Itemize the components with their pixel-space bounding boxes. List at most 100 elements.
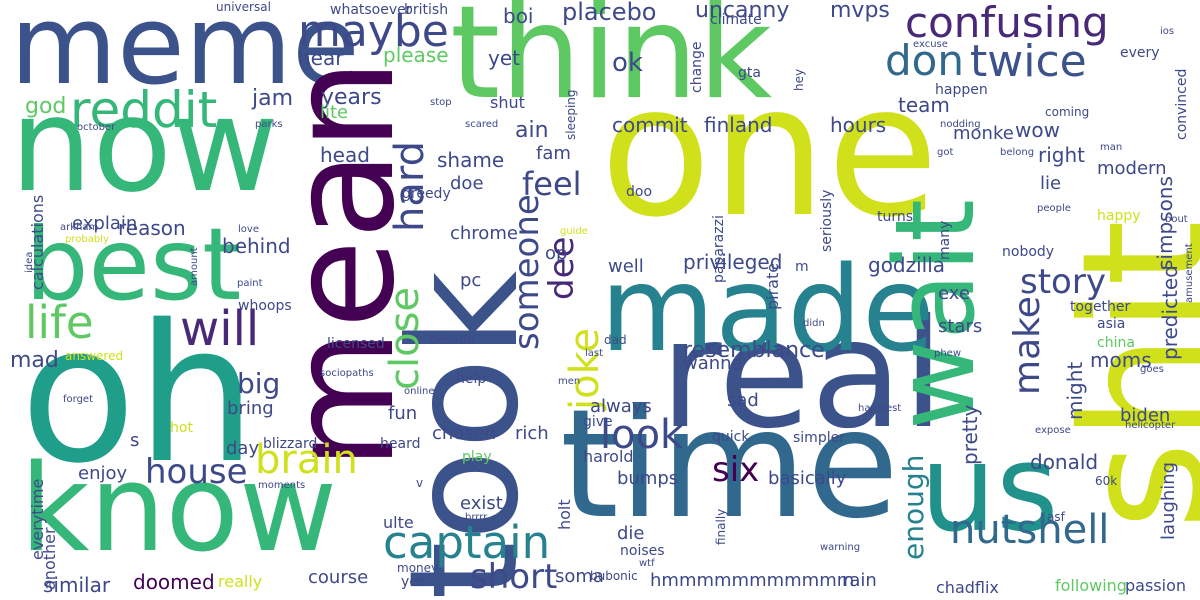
word-really: really (218, 572, 263, 591)
word-another: another (40, 527, 59, 590)
word-decade: decade (430, 333, 474, 347)
word-best: best (25, 206, 242, 323)
word-bubonic: bubonic (590, 569, 638, 583)
word-give: give (583, 414, 613, 430)
word-placebo: placebo (562, 0, 657, 26)
word-op: op (545, 243, 568, 264)
word-coming: coming (1045, 105, 1090, 119)
word-stop: stop (430, 97, 452, 108)
word-idea: idea (24, 251, 35, 273)
word-finally: finally (714, 508, 728, 545)
word-following: following (1055, 576, 1127, 595)
word-wanna: wanna (683, 353, 743, 374)
word-mad: mad (10, 348, 59, 373)
word-enjoy: enjoy (78, 463, 128, 484)
word-whoops: whoops (238, 298, 292, 314)
word-make: make (1007, 296, 1048, 395)
word-m: m (795, 259, 809, 275)
word-wow: wow (1015, 118, 1060, 142)
word-china: china (1097, 335, 1135, 351)
word-stars: stars (938, 316, 983, 337)
word-every: every (1120, 45, 1160, 61)
word-someone: someone (507, 194, 547, 350)
word-doomed: doomed (133, 570, 215, 594)
word-enough: enough (897, 454, 930, 560)
word-bring: bring (227, 398, 274, 419)
word-scared: scared (465, 119, 499, 130)
word-paint: paint (237, 278, 263, 289)
word-belong: belong (1000, 147, 1035, 158)
word-one: one (600, 45, 939, 257)
word-together: together (1070, 299, 1131, 315)
word-mvps: mvps (830, 0, 890, 23)
word-amount: amount (189, 247, 200, 286)
word-real: real (660, 288, 945, 462)
word-happiest: happiest (858, 403, 902, 414)
word-years: years (321, 85, 382, 110)
word-now: now (10, 69, 279, 221)
word-feel: feel (522, 165, 582, 203)
word-forget: forget (63, 394, 93, 405)
word-expose: expose (1035, 425, 1071, 436)
word-shut: shut (490, 93, 525, 112)
word-phew: phew (934, 348, 962, 359)
word-got: got (937, 147, 954, 158)
word-lie: lie (1040, 173, 1062, 194)
word-fam: fam (536, 143, 571, 164)
word-laughing: laughing (1158, 461, 1179, 540)
word-heard: heard (380, 436, 421, 452)
word-simpler: simpler (793, 430, 845, 446)
word-october: october (77, 122, 116, 133)
word-sociopaths: sociopaths (320, 368, 374, 379)
word-sad: sad (727, 390, 759, 411)
word-uncanny: uncanny (695, 0, 790, 23)
word-quick: quick (712, 429, 750, 445)
word-change: change (689, 41, 705, 93)
word-help: help (456, 371, 487, 387)
word-universal: universal (216, 0, 271, 14)
word-donald: donald (1030, 450, 1099, 474)
word-wtf: wtf (639, 558, 655, 569)
word-silly: silly (627, 200, 647, 211)
word-hot: hot (170, 420, 193, 436)
word-commit: commit (612, 113, 688, 137)
word-bout: bout (1165, 214, 1188, 225)
word-harold: harold (583, 447, 634, 466)
word-moms: moms (1090, 348, 1152, 372)
word-time: time (560, 378, 899, 552)
word-ios: ios (1160, 26, 1175, 37)
word-moments: moments (258, 480, 306, 491)
word-blizzard: blizzard (263, 436, 318, 452)
word-licensed: licensed (327, 336, 385, 352)
word-predicted: predicted (1158, 265, 1182, 360)
word-sleeping: sleeping (564, 89, 578, 140)
word-know: know (20, 440, 338, 579)
word-online: online (404, 386, 435, 397)
word-think: think (450, 0, 773, 128)
word-well: well (608, 256, 644, 277)
word-passion: passion (1125, 576, 1187, 595)
word-ok: ok (612, 48, 643, 78)
word-men: men (558, 376, 581, 387)
word-man: man (1100, 142, 1123, 153)
word-fun: fun (388, 403, 418, 424)
word-might: might (1063, 361, 1087, 420)
word-god: god (25, 94, 67, 119)
word-don: don (885, 36, 964, 85)
word-v: v (416, 476, 424, 490)
word-hey: hey (792, 68, 806, 91)
word-yes: yes (401, 574, 426, 590)
word-greedy: greedy (402, 186, 451, 202)
word-happen: happen (935, 82, 988, 98)
word-people: people (1037, 203, 1071, 214)
word-excuse: excuse (913, 39, 948, 50)
word-house: house (145, 452, 248, 492)
word-maybe: maybe (298, 6, 449, 57)
word-always: always (590, 396, 652, 417)
word-british: british (404, 2, 449, 18)
word-captain: captain (383, 516, 551, 569)
word-s: s (130, 430, 140, 451)
word-goes: goes (1140, 364, 1164, 375)
word-guide: guide (560, 226, 588, 237)
